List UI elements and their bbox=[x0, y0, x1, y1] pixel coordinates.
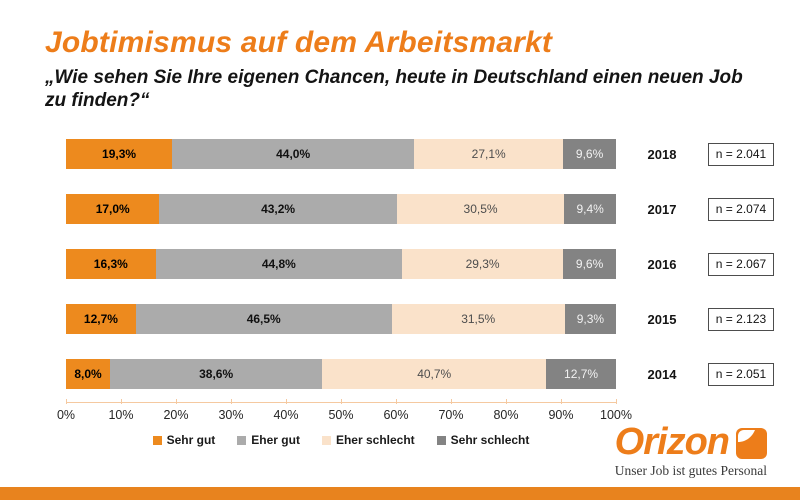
axis-tick-label: 60% bbox=[383, 408, 409, 422]
chart-legend: Sehr gut Eher gut Eher schlecht Sehr schlec… bbox=[66, 433, 616, 447]
bar-segment: 12,7% bbox=[546, 359, 616, 389]
axis-tick-label: 90% bbox=[548, 408, 574, 422]
bar-segment: 9,3% bbox=[564, 304, 616, 334]
axis-tick-label: 10% bbox=[108, 408, 134, 422]
legend-item: Sehr gut bbox=[152, 433, 216, 447]
axis-tick-label: 20% bbox=[163, 408, 189, 422]
table-row: 16,3% 44,8% 29,3% 9,6% 2016 n = 2.067 bbox=[66, 249, 774, 279]
legend-swatch-icon bbox=[321, 435, 331, 445]
bar-segment: 9,6% bbox=[563, 139, 616, 169]
axis-tick-label: 0% bbox=[56, 408, 76, 422]
stacked-bar: 19,3% 44,0% 27,1% 9,6% bbox=[66, 139, 616, 169]
page-title: Jobtimismus auf dem Arbeitsmarkt bbox=[45, 26, 553, 59]
year-label: 2018 bbox=[647, 146, 677, 162]
axis-tick-label: 100% bbox=[600, 408, 632, 422]
sample-size-box: n = 2.123 bbox=[708, 307, 774, 331]
stacked-bar: 17,0% 43,2% 30,5% 9,4% bbox=[66, 194, 616, 224]
legend-item: Eher schlecht bbox=[321, 433, 415, 447]
bar-segment: 29,3% bbox=[402, 249, 564, 279]
year-label: 2015 bbox=[647, 311, 677, 327]
legend-label: Sehr gut bbox=[166, 433, 216, 447]
year-label: 2017 bbox=[647, 201, 677, 217]
axis-tick bbox=[286, 399, 287, 404]
table-row: 19,3% 44,0% 27,1% 9,6% 2018 n = 2.041 bbox=[66, 139, 774, 169]
legend-label: Sehr schlecht bbox=[450, 433, 530, 447]
axis-tick-label: 40% bbox=[273, 408, 299, 422]
stacked-bar: 16,3% 44,8% 29,3% 9,6% bbox=[66, 249, 616, 279]
bottom-accent-bar bbox=[0, 487, 800, 500]
axis-tick bbox=[451, 399, 452, 404]
brand-logo: Orizon Unser Job ist gutes Personal bbox=[614, 421, 767, 479]
legend-label: Eher gut bbox=[251, 433, 300, 447]
brand-tagline: Unser Job ist gutes Personal bbox=[614, 463, 767, 479]
legend-item: Eher gut bbox=[237, 433, 300, 447]
sample-size-box: n = 2.067 bbox=[708, 252, 774, 276]
table-row: 8,0% 38,6% 40,7% 12,7% 2014 n = 2.051 bbox=[66, 359, 774, 389]
year-label: 2014 bbox=[647, 366, 677, 382]
bar-segment: 43,2% bbox=[159, 194, 397, 224]
axis-tick bbox=[616, 399, 617, 404]
legend-label: Eher schlecht bbox=[335, 433, 415, 447]
x-axis: 0% 10% 20% 30% 40% 50% 60% 70% 80% 90% 100% bbox=[57, 399, 632, 429]
stacked-bar: 8,0% 38,6% 40,7% 12,7% bbox=[66, 359, 616, 389]
bar-segment: 16,3% bbox=[66, 249, 156, 279]
bar-segment: 8,0% bbox=[66, 359, 110, 389]
year-label: 2016 bbox=[647, 256, 677, 272]
bar-segment: 17,0% bbox=[66, 194, 160, 224]
axis-tick bbox=[341, 399, 342, 404]
bar-segment: 44,0% bbox=[172, 139, 415, 169]
axis-tick bbox=[506, 399, 507, 404]
bar-segment: 31,5% bbox=[391, 304, 565, 334]
stacked-bar: 12,7% 46,5% 31,5% 9,3% bbox=[66, 304, 616, 334]
legend-item: Sehr schlecht bbox=[436, 433, 530, 447]
bar-segment: 9,4% bbox=[564, 194, 616, 224]
legend-swatch-icon bbox=[152, 435, 162, 445]
axis-tick bbox=[66, 399, 67, 404]
legend-swatch-icon bbox=[237, 435, 247, 445]
bar-segment: 40,7% bbox=[322, 359, 547, 389]
legend-swatch-icon bbox=[436, 435, 446, 445]
axis-tick bbox=[561, 399, 562, 404]
table-row: 17,0% 43,2% 30,5% 9,4% 2017 n = 2.074 bbox=[66, 194, 774, 224]
sample-size-box: n = 2.041 bbox=[708, 142, 774, 166]
survey-question: „Wie sehen Sie Ihre eigenen Chancen, heu… bbox=[45, 67, 743, 112]
axis-tick bbox=[396, 399, 397, 404]
bar-segment: 44,8% bbox=[155, 249, 403, 279]
bar-segment: 46,5% bbox=[135, 304, 392, 334]
bar-segment: 19,3% bbox=[66, 139, 173, 169]
brand-wordmark: Orizon bbox=[614, 421, 730, 463]
axis-tick bbox=[231, 399, 232, 404]
axis-tick-label: 30% bbox=[218, 408, 244, 422]
sample-size-box: n = 2.074 bbox=[708, 197, 774, 221]
axis-tick bbox=[176, 399, 177, 404]
table-row: 12,7% 46,5% 31,5% 9,3% 2015 n = 2.123 bbox=[66, 304, 774, 334]
bar-segment: 9,6% bbox=[563, 249, 616, 279]
axis-tick-label: 70% bbox=[438, 408, 464, 422]
bar-rows: 19,3% 44,0% 27,1% 9,6% 2018 n = 2.041 17,0% 43,… bbox=[66, 139, 774, 414]
bar-segment: 30,5% bbox=[396, 194, 565, 224]
bar-segment: 12,7% bbox=[66, 304, 136, 334]
bar-segment: 38,6% bbox=[110, 359, 323, 389]
bar-segment: 27,1% bbox=[414, 139, 564, 169]
axis-tick-label: 50% bbox=[328, 408, 354, 422]
axis-tick-label: 80% bbox=[493, 408, 519, 422]
orizon-logo-icon bbox=[736, 428, 767, 459]
sample-size-box: n = 2.051 bbox=[708, 362, 774, 386]
axis-tick bbox=[121, 399, 122, 404]
